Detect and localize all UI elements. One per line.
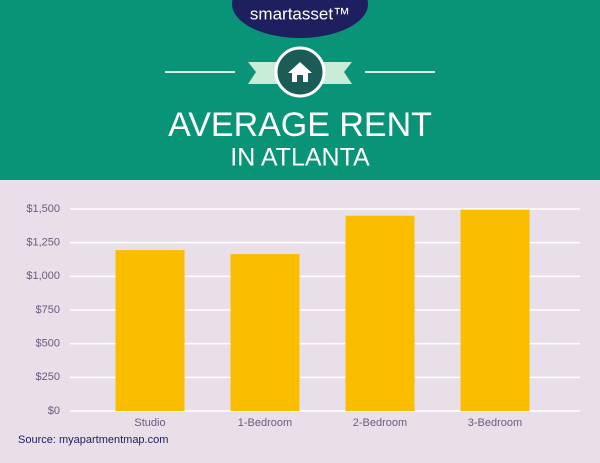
x-tick-label: 2-Bedroom [353,417,407,429]
bar [230,254,300,411]
house-icon [288,62,312,82]
y-tick-label: $250 [36,371,60,383]
y-tick-label: $0 [48,405,60,417]
bar [115,250,185,411]
chart-title: AVERAGE RENT [168,106,432,144]
x-tick-label: 1-Bedroom [238,417,292,429]
bar [345,215,415,411]
logo-badge [232,0,368,38]
x-tick-label: 3-Bedroom [468,417,522,429]
y-tick-label: $1,000 [26,270,60,282]
y-tick-label: $1,250 [26,237,60,249]
logo: smartasset™ [250,4,350,23]
source: Source: myapartmentmap.com [18,434,168,446]
x-tick-label: Studio [134,417,165,429]
y-tick-label: $750 [36,304,60,316]
chart-subtitle: IN ATLANTA [230,144,370,172]
y-tick-label: $1,500 [26,203,60,215]
house-door [297,75,303,82]
bar [460,209,530,411]
y-tick-label: $500 [36,338,60,350]
